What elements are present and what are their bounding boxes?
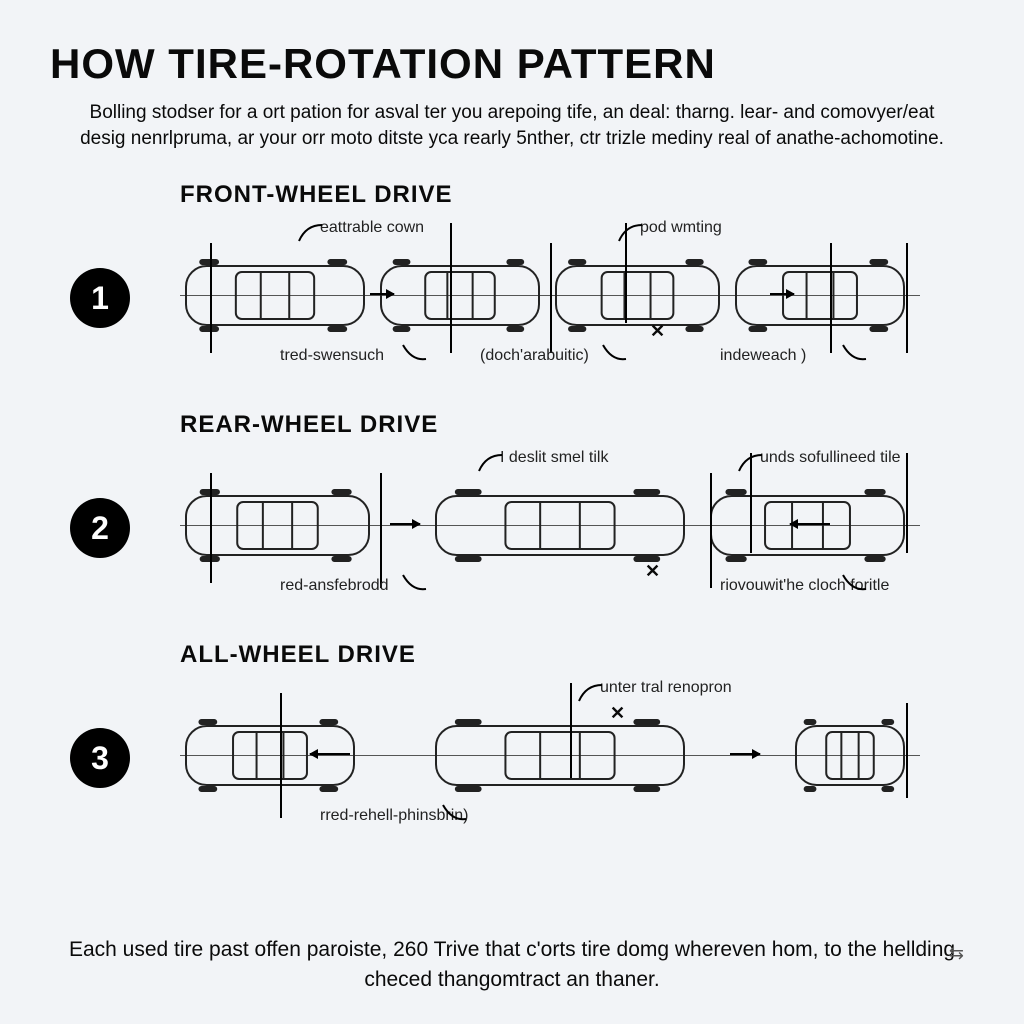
diagram-area: ✕ I deslit smel tilk unds sofullineed tile… [150,443,970,603]
callout-bottom: (doch'arabuitic) [480,347,589,365]
leader-curve [296,221,326,246]
leader-curve [576,681,606,706]
callout-bottom: tred-swensuch [280,347,384,365]
callout-top: eattrable cown [320,219,424,237]
step-number-circle: 2 [70,498,130,558]
callout-vline [280,693,282,818]
leader-curve [400,341,430,363]
leader-curve [600,341,630,363]
x-mark-icon: ✕ [650,321,665,342]
section-title: REAR-WHEEL DRIVE [180,411,974,439]
sections-container: FRONT-WHEEL DRIVE 1 [50,181,974,833]
callout-vline [906,703,908,798]
arrow-right-icon [390,523,420,525]
callout-vline [380,473,382,588]
leader-curve [476,451,506,476]
intro-paragraph: Bolling stodser for a ort pation for asv… [50,100,974,151]
section-row: 1 ✕eattrable cown [90,213,974,373]
callout-top: pod wmting [640,219,722,237]
section-row: 3 ✕unter tral renopronrred-rehell-phinsb… [90,673,974,833]
section-1: FRONT-WHEEL DRIVE1 [90,181,974,373]
section-2: REAR-WHEEL DRIVE2 ✕I deslit smel tilkund… [90,411,974,603]
arrow-right-icon [370,293,394,295]
leader-curve [840,341,870,363]
arrow-right-icon [730,753,760,755]
page-title: HOW TIRE-ROTATION PATTERN [50,40,974,88]
car-icon [730,258,910,338]
arrow-right-icon [770,293,794,295]
callout-vline [906,243,908,353]
leader-curve [616,221,646,246]
car-icon [375,258,545,338]
callout-vline [710,473,712,588]
section-title: FRONT-WHEEL DRIVE [180,181,974,209]
car-icon [790,718,910,798]
arrow-left-icon [310,753,350,755]
car-icon [550,258,725,338]
section-row: 2 ✕I deslit smel tilkunds sofullineed ti… [90,443,974,603]
callout-vline [210,243,212,353]
car-icon [705,488,910,568]
section-3: ALL-WHEEL DRIVE3 ✕unter tral renopronrre… [90,641,974,833]
arrow-left-icon [790,523,830,525]
diagram-area: ✕ eattrable cown pod wmting tred-swensuch (d… [150,213,970,373]
leader-curve [840,571,870,593]
footer-paragraph: Each used tire past offen paroiste, 260 … [50,935,974,994]
car-icon [180,718,360,798]
section-title: ALL-WHEEL DRIVE [180,641,974,669]
callout-top: unter tral renopron [600,679,732,697]
callout-top: unds sofullineed tile [760,449,901,467]
car-icon [430,488,690,568]
car-icon [180,258,370,338]
callout-bottom: indeweach ) [720,347,806,365]
diagram-area: ✕unter tral renopronrred-rehell-phinsbri… [150,673,970,833]
step-number-circle: 1 [70,268,130,328]
leader-curve [736,451,766,476]
callout-vline [210,473,212,583]
x-mark-icon: ✕ [610,703,625,724]
callout-vline [450,223,452,353]
leader-curve [440,801,470,823]
callout-top: I deslit smel tilk [500,449,608,467]
callout-bottom: red-ansfebrodd [280,577,389,595]
car-icon [430,718,690,798]
callout-vline [906,453,908,553]
step-number-circle: 3 [70,728,130,788]
callout-vline [830,243,832,353]
callout-vline [570,683,572,778]
leader-curve [400,571,430,593]
decorative-mark-icon: ⇆ [949,943,964,964]
callout-vline [550,243,552,353]
x-mark-icon: ✕ [645,561,660,582]
